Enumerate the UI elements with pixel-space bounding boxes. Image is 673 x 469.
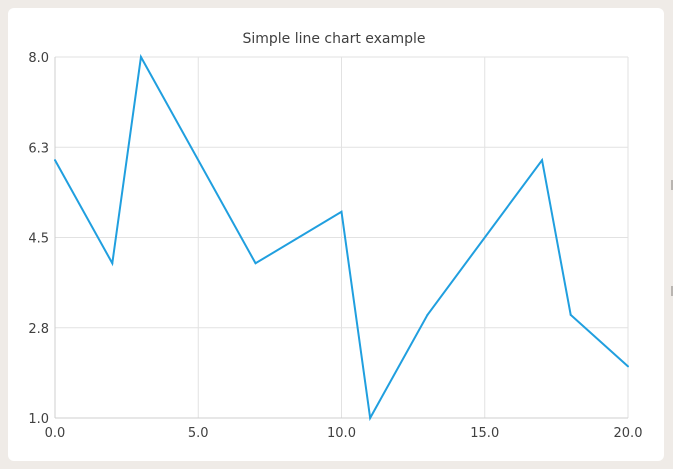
y-tick-label: 8.0 bbox=[28, 51, 49, 66]
data-point bbox=[340, 210, 343, 213]
x-tick-label: 5.0 bbox=[188, 426, 209, 441]
data-point bbox=[139, 56, 142, 58]
x-tick-label: 15.0 bbox=[470, 426, 499, 441]
y-tick-label: 4.5 bbox=[28, 232, 49, 247]
y-tick-label: 6.3 bbox=[28, 141, 49, 156]
data-point bbox=[369, 417, 372, 419]
data-point bbox=[426, 313, 429, 316]
series-layer bbox=[54, 53, 629, 422]
x-tick-label: 0.0 bbox=[45, 426, 66, 441]
x-tick-label: 10.0 bbox=[327, 426, 356, 441]
y-tick-label: 2.8 bbox=[28, 322, 49, 337]
series-line bbox=[54, 53, 629, 422]
data-point bbox=[254, 262, 257, 265]
data-point bbox=[569, 313, 572, 316]
chart-title: Simple line chart example bbox=[242, 31, 425, 47]
y-tick-label: 1.0 bbox=[28, 412, 49, 427]
data-point bbox=[627, 365, 629, 368]
axes: 0.0 5.0 10.0 15.0 20.0 1.0 2.8 4.5 6.3 8.0 bbox=[28, 51, 642, 441]
window-resize-edge[interactable] bbox=[671, 286, 673, 296]
chart-view bbox=[8, 8, 664, 461]
grid bbox=[54, 56, 629, 419]
data-point bbox=[54, 159, 56, 162]
x-tick-label: 20.0 bbox=[614, 426, 643, 441]
data-point bbox=[541, 159, 544, 162]
window-resize-edge[interactable] bbox=[671, 180, 673, 190]
data-point bbox=[111, 262, 114, 265]
